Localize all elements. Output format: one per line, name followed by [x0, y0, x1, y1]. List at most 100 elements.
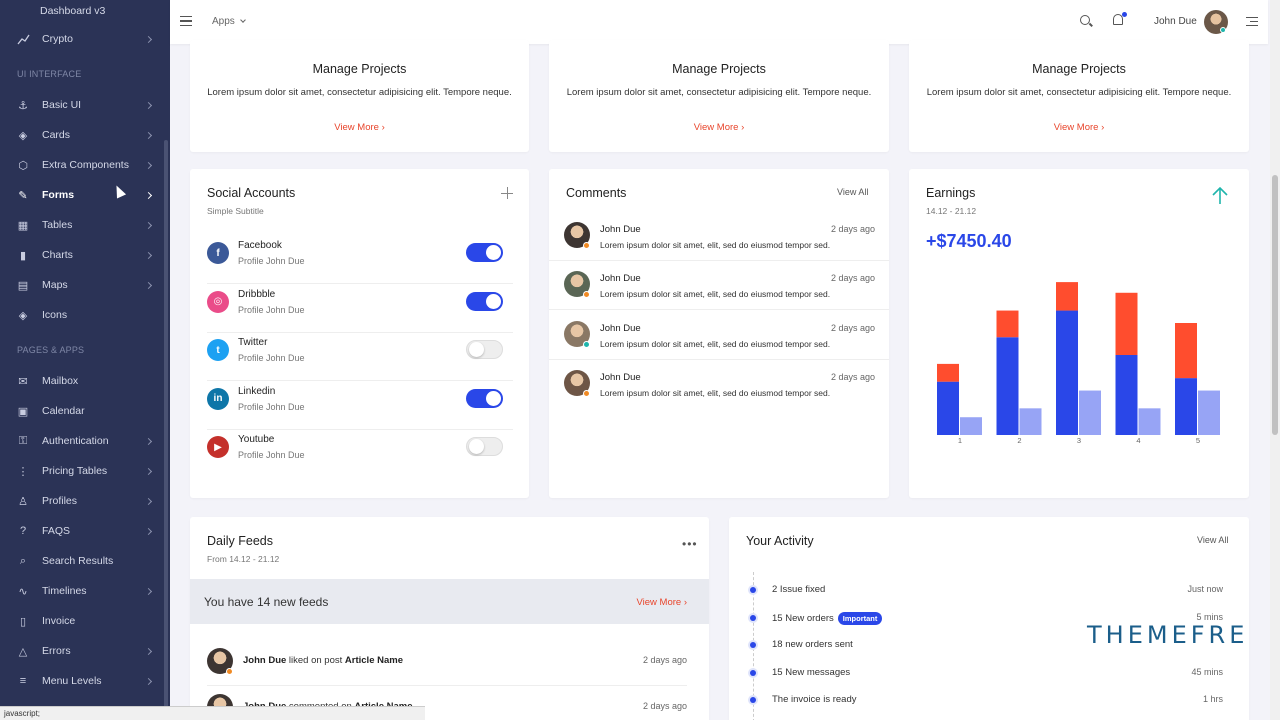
social-name: Facebook [238, 240, 282, 251]
errors-icon: △ [18, 645, 28, 658]
facebook-toggle[interactable] [466, 243, 503, 262]
mailbox-icon: ✉ [18, 375, 28, 388]
feed-row: John Due liked on post Article Name 2 day… [207, 641, 687, 686]
cards-icon: ◈ [18, 129, 28, 142]
bar-series-3[interactable] [1079, 390, 1101, 435]
notification-dot [1122, 12, 1127, 17]
sidebar-item-icons[interactable]: ◈ Icons [0, 300, 165, 330]
sidebar-item-cards[interactable]: ◈ Cards [0, 120, 165, 150]
x-tick-label: 5 [1196, 436, 1200, 445]
more-options-icon[interactable]: ••• [682, 537, 698, 551]
sidebar-item-charts[interactable]: ▮ Charts [0, 240, 165, 270]
bar-series-3[interactable] [1019, 408, 1042, 435]
comment-row[interactable]: John Due 2 days ago Lorem ipsum dolor sit … [549, 261, 889, 311]
view-more-link[interactable]: View More › [334, 122, 385, 133]
social-name: Twitter [238, 337, 268, 348]
view-all-link[interactable]: View All [837, 187, 869, 197]
timeline-dot [750, 669, 756, 676]
chevron-right-icon [144, 467, 153, 475]
chevron-right-icon [144, 251, 153, 259]
sidebar-item-crypto[interactable]: Crypto [0, 24, 165, 54]
chevron-right-icon [144, 131, 153, 139]
activity-label: 18 new orders sent [772, 639, 853, 650]
view-more-link[interactable]: View More › [693, 122, 745, 133]
bar-series-2[interactable] [1175, 323, 1197, 379]
card-title: Social Accounts [207, 186, 296, 200]
sidebar-item-search-results[interactable]: ⌕ Search Results [0, 546, 165, 576]
sidebar-item-label: Cards [42, 129, 71, 141]
sidebar-item-invoice[interactable]: ▯ Invoice [0, 606, 165, 636]
tables-icon: ▦ [17, 219, 29, 232]
hamburger-icon[interactable] [180, 16, 192, 26]
page-scrollbar[interactable] [1270, 0, 1280, 720]
page-scrollbar-thumb[interactable] [1272, 175, 1278, 435]
sidebar-item-label: Icons [42, 309, 68, 321]
sidebar-item-pricing-tables[interactable]: ⋮ Pricing Tables [0, 456, 165, 486]
social-account-row: ◎ Dribbble Profile John Due [207, 284, 513, 333]
view-more-link[interactable]: View More › [1053, 122, 1105, 133]
comment-row[interactable]: John Due 2 days ago Lorem ipsum dolor sit … [549, 212, 889, 261]
bell-icon[interactable] [1113, 14, 1123, 25]
bar-series-3[interactable] [960, 417, 982, 435]
sidebar-item-errors[interactable]: △ Errors [0, 636, 165, 666]
linkedin-toggle[interactable] [466, 388, 503, 408]
sidebar-item-forms[interactable]: ✎ Forms [0, 180, 165, 210]
bar-series-1[interactable] [1175, 378, 1197, 435]
chevron-right-icon [144, 221, 153, 229]
sidebar-item-menu-levels[interactable]: ≡ Menu Levels [0, 666, 165, 696]
view-all-link[interactable]: View All [1197, 535, 1229, 545]
view-more-link[interactable]: View More › [636, 597, 687, 608]
sidebar-item-maps[interactable]: ▤ Maps [0, 270, 165, 300]
charts-icon: ▮ [19, 249, 27, 262]
bar-series-2[interactable] [937, 363, 959, 382]
status-dot [583, 389, 590, 397]
feed-target[interactable]: Article Name [344, 655, 403, 666]
maps-icon: ▤ [17, 279, 29, 292]
sidebar-scrollbar[interactable] [164, 140, 168, 710]
bar-series-3[interactable] [1198, 390, 1220, 435]
bar-series-3[interactable] [1138, 408, 1161, 435]
comment-row[interactable]: John Due 2 days ago Lorem ipsum dolor sit … [549, 360, 889, 409]
activity-row: The invoice is ready 1 hrs [746, 689, 1223, 716]
manage-projects-card: Manage Projects Lorem ipsum dolor sit am… [549, 40, 889, 152]
trend-icon [16, 32, 30, 46]
bar-series-1[interactable] [937, 381, 959, 435]
sidebar-item-calendar[interactable]: ▣ Calendar [0, 396, 165, 426]
dribbble-toggle[interactable] [466, 291, 503, 311]
card-title: Comments [566, 186, 627, 200]
sidebar-item-timelines[interactable]: ∿ Timelines [0, 576, 165, 606]
bar-series-1[interactable] [1056, 310, 1078, 435]
sidebar-item-profiles[interactable]: ♙ Profiles [0, 486, 165, 516]
comment-author: John Due [600, 322, 641, 334]
bar-series-1[interactable] [1115, 355, 1138, 435]
basic-ui-icon: ⚓ [18, 99, 28, 112]
sidebar-item-extra-components[interactable]: ⬡ Extra Components [0, 150, 165, 180]
sidebar-item-authentication[interactable]: ⚿ Authentication [0, 426, 165, 456]
sidebar-item-basic-ui[interactable]: ⚓ Basic UI [0, 90, 165, 120]
timeline-dot [750, 614, 756, 621]
right-menu-icon[interactable] [1246, 17, 1258, 26]
plus-icon[interactable] [501, 187, 513, 199]
sidebar-item-dashboard-v3[interactable]: Dashboard v3 [40, 5, 106, 17]
apps-menu[interactable]: Apps [212, 16, 235, 27]
sidebar-item-label: Forms [42, 189, 75, 201]
bar-series-2[interactable] [1115, 292, 1138, 355]
sidebar-item-mailbox[interactable]: ✉ Mailbox [0, 366, 165, 396]
bar-series-1[interactable] [996, 337, 1019, 435]
youtube-toggle[interactable] [466, 437, 503, 456]
sidebar-item-faqs[interactable]: ? FAQS [0, 516, 165, 546]
pricing-tables-icon: ⋮ [17, 465, 29, 478]
chevron-right-icon [144, 497, 153, 505]
social-profile: Profile John Due [238, 401, 305, 412]
activity-text: 2 Issue fixed [772, 584, 825, 595]
chevron-right-icon [144, 647, 153, 655]
bar-series-2[interactable] [996, 310, 1019, 338]
comment-row[interactable]: John Due 2 days ago Lorem ipsum dolor sit … [549, 311, 889, 360]
bar-series-2[interactable] [1056, 282, 1078, 311]
search-icon[interactable] [1080, 15, 1090, 25]
twitter-toggle[interactable] [466, 340, 503, 359]
user-name[interactable]: John Due [1154, 16, 1197, 27]
feed-user[interactable]: John Due [243, 655, 287, 666]
sidebar-item-tables[interactable]: ▦ Tables [0, 210, 165, 240]
linkedin-icon: in [207, 387, 229, 410]
